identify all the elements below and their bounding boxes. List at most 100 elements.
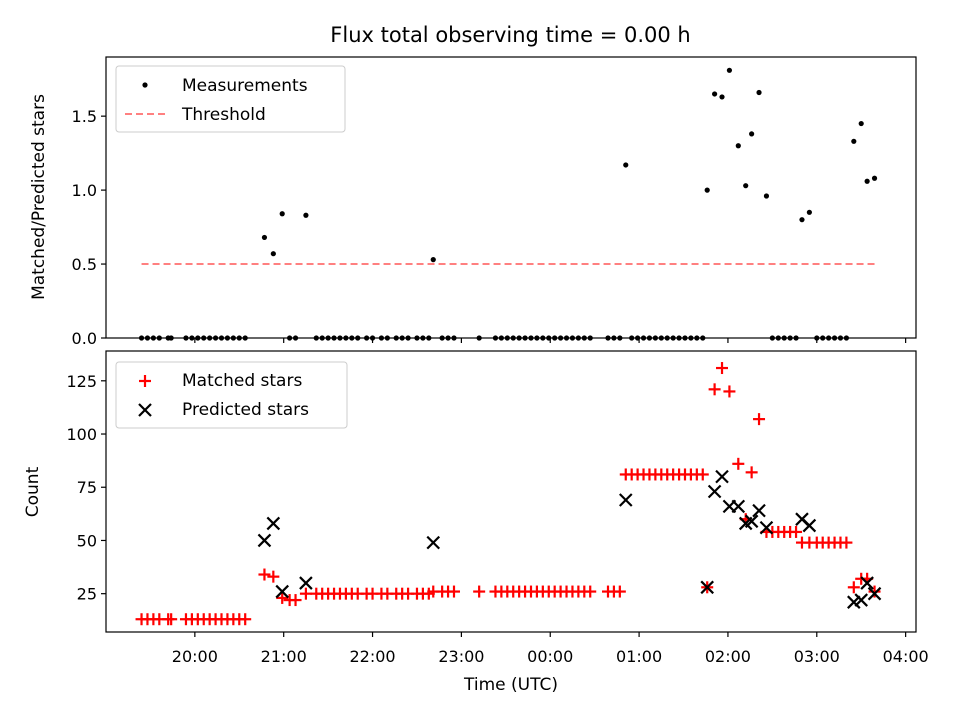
measurements-point bbox=[756, 89, 762, 96]
xtick-label: 20:00 bbox=[172, 647, 218, 666]
predicted-stars-point bbox=[731, 499, 746, 514]
bottom-panel-ylabel: Count bbox=[23, 466, 43, 517]
measurements-point bbox=[858, 120, 864, 127]
measurements-point bbox=[623, 162, 629, 168]
xtick-label: 01:00 bbox=[616, 647, 662, 666]
measurements-legend-marker bbox=[142, 82, 148, 88]
top-ytick-label: 1.5 bbox=[72, 107, 97, 126]
matched-stars-point bbox=[165, 613, 178, 626]
measurements-point bbox=[704, 187, 710, 193]
matched-stars-point bbox=[723, 385, 736, 398]
matched-stars-point bbox=[840, 536, 853, 549]
predicted-stars-point bbox=[744, 514, 759, 529]
measurements-point bbox=[749, 131, 755, 137]
predicted-stars-point bbox=[275, 584, 289, 599]
bottom-ytick-label: 25 bbox=[77, 585, 97, 604]
xtick-label: 22:00 bbox=[349, 647, 395, 666]
matched-stars-point bbox=[732, 457, 745, 470]
measurements-point bbox=[735, 143, 741, 149]
predicted-stars-point bbox=[802, 518, 817, 533]
predicted-stars-point bbox=[867, 586, 882, 601]
measurements-point bbox=[430, 257, 436, 263]
measurements-point bbox=[871, 175, 878, 181]
xtick-label: 23:00 bbox=[438, 647, 484, 666]
top-legend: Measurements Threshold bbox=[115, 65, 346, 133]
predicted-stars-point bbox=[266, 516, 281, 531]
predicted-stars-point bbox=[299, 576, 313, 590]
matched-stars-point bbox=[716, 362, 729, 375]
top-legend-box bbox=[115, 65, 346, 133]
top-ytick-label: 0.0 bbox=[72, 329, 97, 348]
predicted-stars-point bbox=[700, 580, 714, 595]
matched-stars-point bbox=[847, 581, 860, 594]
figure-title: Flux total observing time = 0.00 h bbox=[330, 23, 690, 47]
x-axis-ticks: 20:00 21:00 22:00 23:00 00:00 01:00 02:00 03:00… bbox=[172, 338, 929, 666]
predicted-stars-point bbox=[752, 503, 766, 518]
measurements-point bbox=[712, 91, 718, 97]
matched-stars-legend-marker bbox=[139, 375, 151, 387]
bottom-ytick-label: 75 bbox=[77, 478, 97, 497]
top-panel-frame bbox=[105, 56, 917, 339]
matched-stars-point bbox=[790, 525, 803, 538]
bottom-legend-box bbox=[115, 361, 348, 429]
bottom-ytick-label: 50 bbox=[77, 531, 97, 550]
measurements-point bbox=[261, 234, 268, 241]
predicted-stars-point bbox=[715, 469, 729, 484]
measurements-point bbox=[719, 94, 725, 100]
measurements-legend-label: Measurements bbox=[182, 76, 308, 96]
matched-stars-point bbox=[239, 613, 252, 626]
measurements-point bbox=[303, 212, 309, 218]
measurements-point bbox=[763, 193, 770, 199]
xtick-label: 03:00 bbox=[794, 647, 840, 666]
predicted-stars-legend-label: Predicted stars bbox=[182, 400, 309, 420]
xtick-label: 02:00 bbox=[705, 647, 751, 666]
measurements-point bbox=[851, 138, 857, 144]
matched-stars-point bbox=[868, 585, 881, 598]
matched-stars-point bbox=[258, 568, 271, 581]
predicted-stars-point bbox=[257, 533, 272, 548]
xtick-label: 21:00 bbox=[261, 647, 307, 666]
matched-stars-point bbox=[267, 570, 280, 583]
matched-stars-point bbox=[447, 585, 460, 598]
bottom-legend: Matched stars Predicted stars bbox=[115, 361, 348, 429]
measurements-point bbox=[270, 251, 276, 257]
measurements-point bbox=[279, 211, 285, 217]
predicted-stars-point bbox=[618, 493, 633, 507]
predicted-stars-point bbox=[426, 535, 441, 550]
top-ytick-label: 0.5 bbox=[72, 255, 97, 274]
xtick-label: 00:00 bbox=[527, 647, 573, 666]
matched-stars-point bbox=[708, 383, 721, 396]
threshold-legend-label: Threshold bbox=[181, 105, 266, 125]
bottom-plot-area bbox=[135, 362, 882, 626]
matched-stars-point bbox=[613, 585, 626, 598]
x-axis-label: Time (UTC) bbox=[463, 675, 558, 695]
top-panel-ylabel: Matched/Predicted stars bbox=[29, 94, 49, 300]
matched-stars-point bbox=[745, 466, 758, 479]
matched-stars-legend-label: Matched stars bbox=[182, 371, 302, 391]
predicted-stars-point bbox=[860, 576, 874, 590]
measurements-point bbox=[864, 178, 870, 184]
predicted-stars-point bbox=[707, 484, 722, 499]
bottom-ytick-label: 125 bbox=[66, 372, 97, 391]
measurements-point bbox=[806, 209, 812, 215]
matched-stars-point bbox=[289, 594, 302, 607]
matched-stars-point bbox=[753, 413, 766, 426]
matched-stars-point bbox=[299, 587, 312, 600]
matched-stars-point bbox=[696, 468, 709, 481]
measurements-point bbox=[726, 67, 733, 73]
measurements-point bbox=[743, 183, 749, 189]
predicted-stars-point bbox=[759, 520, 774, 535]
predicted-stars-legend-marker bbox=[138, 403, 152, 417]
bottom-ytick-label: 100 bbox=[66, 425, 97, 444]
top-ytick-label: 1.0 bbox=[72, 181, 97, 200]
measurements-point bbox=[799, 217, 805, 223]
matched-stars-point bbox=[276, 591, 289, 604]
matched-stars-point bbox=[473, 585, 486, 598]
predicted-stars-point bbox=[854, 593, 868, 607]
bottom-panel-count-chart: Count Matched stars Predicted stars 25 50… bbox=[23, 350, 917, 633]
bottom-panel-frame bbox=[105, 350, 917, 633]
matched-stars-point bbox=[584, 585, 597, 598]
xtick-label: 04:00 bbox=[883, 647, 929, 666]
top-panel-ratio-chart: Matched/Predicted stars Measurements Thr… bbox=[29, 56, 917, 348]
